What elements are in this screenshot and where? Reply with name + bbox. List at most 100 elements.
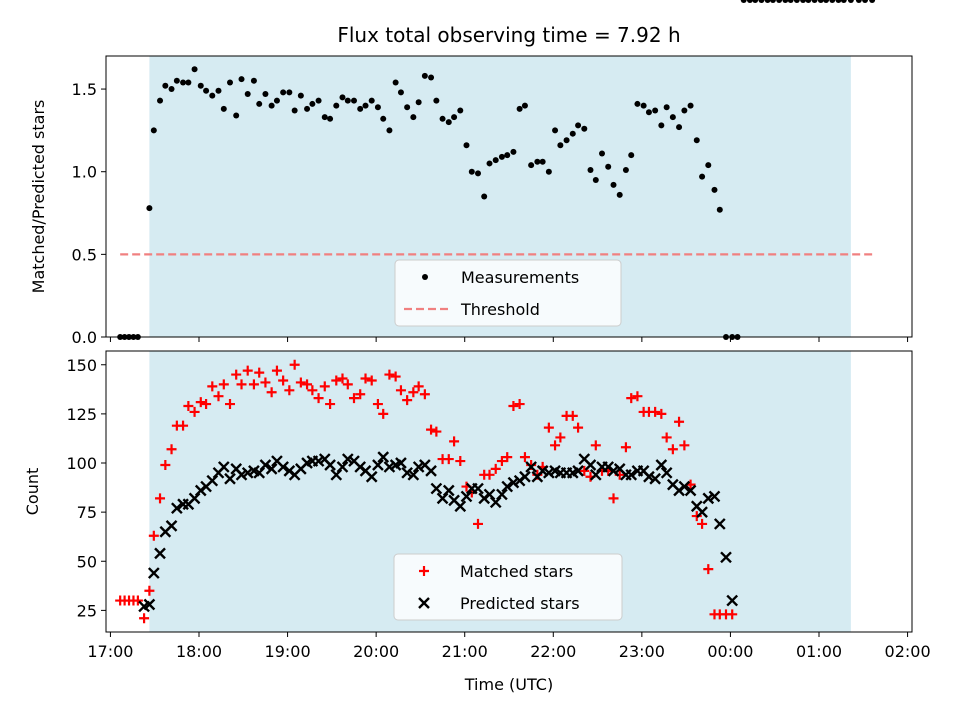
measurements-point bbox=[268, 102, 275, 109]
x-axis-label: Time (UTC) bbox=[464, 675, 553, 694]
x-tick-label: 00:00 bbox=[707, 642, 753, 661]
matched-stars-point bbox=[550, 440, 561, 451]
measurements-point bbox=[746, 0, 753, 3]
legend-box bbox=[393, 553, 623, 621]
y-tick-label: 1.5 bbox=[72, 80, 97, 99]
matched-stars-point bbox=[166, 444, 177, 455]
predicted-stars-point bbox=[649, 472, 661, 485]
measurements-point bbox=[716, 206, 723, 213]
matched-stars-point bbox=[490, 463, 501, 474]
matched-stars-point bbox=[132, 595, 143, 606]
matched-stars-point bbox=[271, 365, 282, 376]
predicted-stars-point bbox=[713, 518, 726, 530]
matched-stars-point bbox=[419, 389, 430, 400]
measurements-point bbox=[539, 158, 546, 165]
measurements-point bbox=[534, 158, 541, 165]
matched-stars-point bbox=[543, 422, 554, 433]
measurements-point bbox=[333, 102, 340, 109]
measurements-point bbox=[150, 127, 157, 134]
measurements-point bbox=[498, 153, 505, 160]
matched-stars-point bbox=[178, 420, 189, 431]
measurements-point bbox=[191, 66, 198, 73]
measurements-point bbox=[599, 150, 605, 157]
predicted-stars-point bbox=[454, 500, 467, 513]
measurements-point bbox=[203, 87, 210, 94]
x-tick-label: 18:00 bbox=[176, 642, 222, 661]
predicted-stars-point bbox=[430, 482, 443, 495]
measurements-point bbox=[273, 97, 280, 104]
measurements-point bbox=[463, 142, 470, 149]
matched-stars-point bbox=[331, 375, 342, 386]
matched-stars-point bbox=[342, 379, 353, 390]
y-tick-label: 25 bbox=[77, 601, 97, 620]
matched-stars-point bbox=[319, 381, 330, 392]
predicted-stars-point bbox=[324, 459, 336, 471]
measurements-point bbox=[769, 0, 776, 3]
measurements-point bbox=[869, 0, 876, 3]
matched-stars-point bbox=[355, 389, 366, 400]
predicted-stars-point bbox=[684, 484, 697, 497]
matched-stars-point bbox=[484, 469, 495, 480]
measurements-point bbox=[782, 0, 789, 3]
measurements-point bbox=[592, 176, 599, 183]
measurements-point bbox=[862, 0, 869, 3]
measurements-point bbox=[805, 0, 812, 3]
measurements-point bbox=[468, 168, 475, 175]
measurements-point bbox=[616, 191, 623, 198]
predicted-stars-point bbox=[259, 459, 272, 471]
legend-box bbox=[394, 259, 622, 327]
x-tick-label: 01:00 bbox=[796, 642, 842, 661]
measurements-point bbox=[457, 107, 464, 114]
measurements-point bbox=[752, 0, 759, 3]
legend-label: Predicted stars bbox=[460, 594, 580, 613]
matched-stars-point bbox=[408, 387, 419, 398]
predicted-stars-point bbox=[572, 465, 584, 477]
measurements-point bbox=[433, 97, 440, 104]
predicted-stars-point bbox=[696, 506, 708, 518]
y-tick-label: 1.0 bbox=[72, 163, 97, 182]
x-tick-label: 19:00 bbox=[265, 642, 311, 661]
matched-stars-point bbox=[183, 401, 194, 412]
matched-stars-point bbox=[426, 424, 437, 435]
measurements-point bbox=[475, 170, 481, 177]
matched-stars-point bbox=[195, 397, 206, 408]
measurements-point bbox=[776, 0, 783, 3]
matched-stars-point bbox=[337, 373, 348, 384]
predicted-stars-point bbox=[154, 547, 166, 560]
measurements-point bbox=[445, 119, 452, 126]
matched-stars-point bbox=[242, 365, 253, 376]
predicted-stars-point bbox=[460, 490, 473, 503]
matched-stars-point bbox=[248, 379, 259, 390]
measurements-point bbox=[421, 72, 428, 79]
predicted-stars-point bbox=[372, 459, 384, 471]
measurements-point bbox=[645, 109, 652, 116]
matched-stars-point bbox=[620, 442, 631, 453]
measurements-point bbox=[855, 0, 862, 3]
measurements-point bbox=[622, 167, 629, 174]
predicted-stars-point bbox=[501, 480, 514, 493]
legend-label: Measurements bbox=[461, 268, 579, 287]
matched-stars-point bbox=[402, 395, 413, 406]
x-tick-label: 20:00 bbox=[353, 642, 399, 661]
ratio-panel: 0.0 0.5 1.0 1.5 Matched/Predicted stars Measu… bbox=[29, 0, 913, 347]
measurements-point bbox=[663, 104, 670, 111]
measurements-point bbox=[699, 173, 706, 180]
measurements-point bbox=[764, 0, 771, 3]
matched-stars-point bbox=[278, 375, 289, 386]
matched-stars-point bbox=[395, 385, 406, 396]
legend-label: Threshold bbox=[460, 300, 540, 319]
predicted-stars-point bbox=[277, 461, 289, 473]
measurements-point bbox=[610, 181, 617, 188]
x-tick-label: 17:00 bbox=[87, 642, 133, 661]
measurements-point bbox=[185, 79, 192, 86]
matched-stars-point bbox=[590, 440, 601, 451]
measurements-point bbox=[793, 0, 800, 3]
count-panel: 25 50 75 100 125 150 17:00 18:00 19:00 20:00 21:00… bbox=[23, 351, 931, 661]
matched-stars-point bbox=[295, 377, 306, 388]
measurements-point bbox=[339, 94, 346, 101]
predicted-stars-point bbox=[655, 459, 668, 471]
predicted-stars-point bbox=[217, 461, 230, 473]
measurements-point bbox=[238, 76, 245, 83]
predicted-stars-point bbox=[442, 484, 455, 497]
matched-stars-point bbox=[307, 385, 318, 396]
